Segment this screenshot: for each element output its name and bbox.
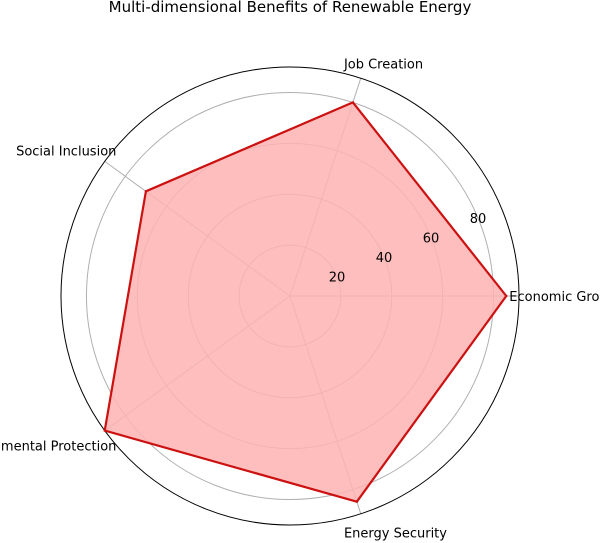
outer-ring	[60, 66, 520, 526]
data-point-0	[505, 294, 508, 298]
r-tick-label: 80	[470, 212, 487, 227]
r-tick-label: 60	[423, 232, 440, 247]
data-point-3	[103, 429, 106, 432]
r-tick-label: 40	[376, 251, 393, 266]
label-layer: 20 40 60 80 Economic Growth Job Creation Socia…	[0, 57, 600, 541]
chart-title: Multi-dimensional Benefits of Renewable …	[109, 0, 472, 16]
data-layer	[103, 101, 508, 503]
category-label-1: Job Creation	[343, 57, 423, 72]
category-label-0: Economic Growth	[509, 290, 600, 305]
data-point-2	[144, 190, 148, 193]
category-label-4: Energy Security	[344, 527, 447, 542]
data-point-1	[351, 101, 355, 104]
r-tick-label: 20	[329, 271, 346, 286]
category-label-3: Environmental Protection	[0, 440, 116, 455]
category-label-2: Social Inclusion	[16, 144, 116, 159]
data-series-polygon	[103, 101, 508, 503]
data-point-4	[355, 500, 359, 503]
